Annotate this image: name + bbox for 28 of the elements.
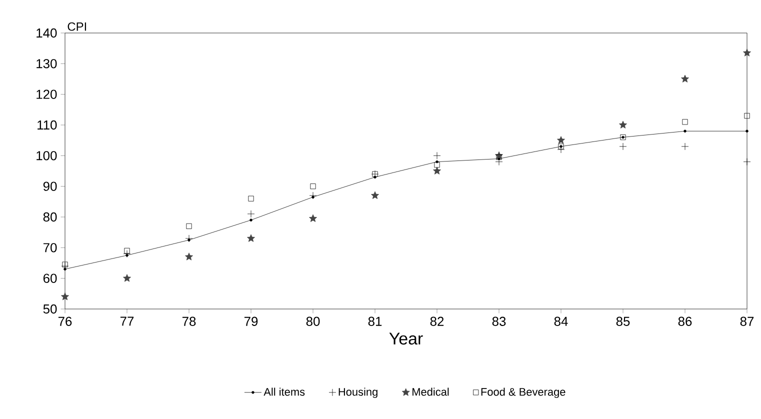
x-tick-label: 87 xyxy=(740,316,754,326)
y-tick-label: 90 xyxy=(43,182,57,191)
y-axis-title: CPI xyxy=(68,22,86,31)
x-tick-label: 77 xyxy=(120,316,134,326)
legend-label: Medical xyxy=(412,388,449,396)
x-tick-label: 85 xyxy=(616,316,630,326)
x-tick-label: 76 xyxy=(58,316,72,326)
x-tick-label: 84 xyxy=(554,316,568,326)
x-tick-label: 86 xyxy=(678,316,692,326)
legend-label: Food & Beverage xyxy=(481,388,566,398)
y-tick-label: 100 xyxy=(36,151,57,160)
x-axis-title: Year xyxy=(389,332,423,345)
y-tick-label: 80 xyxy=(43,212,57,222)
legend-label: Housing xyxy=(338,388,378,398)
x-tick-label: 80 xyxy=(306,316,320,326)
y-tick-label: 130 xyxy=(36,59,57,68)
x-tick-label: 82 xyxy=(430,316,444,326)
x-tick-label: 78 xyxy=(182,316,196,326)
x-tick-label: 83 xyxy=(492,316,506,326)
y-tick-label: 120 xyxy=(36,90,57,99)
x-tick-label: 81 xyxy=(368,316,382,326)
y-tick-label: 50 xyxy=(43,304,57,314)
legend-label: All items xyxy=(264,388,305,396)
y-tick-label: 70 xyxy=(43,243,57,252)
y-tick-label: 60 xyxy=(43,274,57,283)
y-tick-label: 110 xyxy=(38,120,57,130)
x-tick-label: 79 xyxy=(244,316,258,326)
y-tick-label: 140 xyxy=(36,28,57,38)
